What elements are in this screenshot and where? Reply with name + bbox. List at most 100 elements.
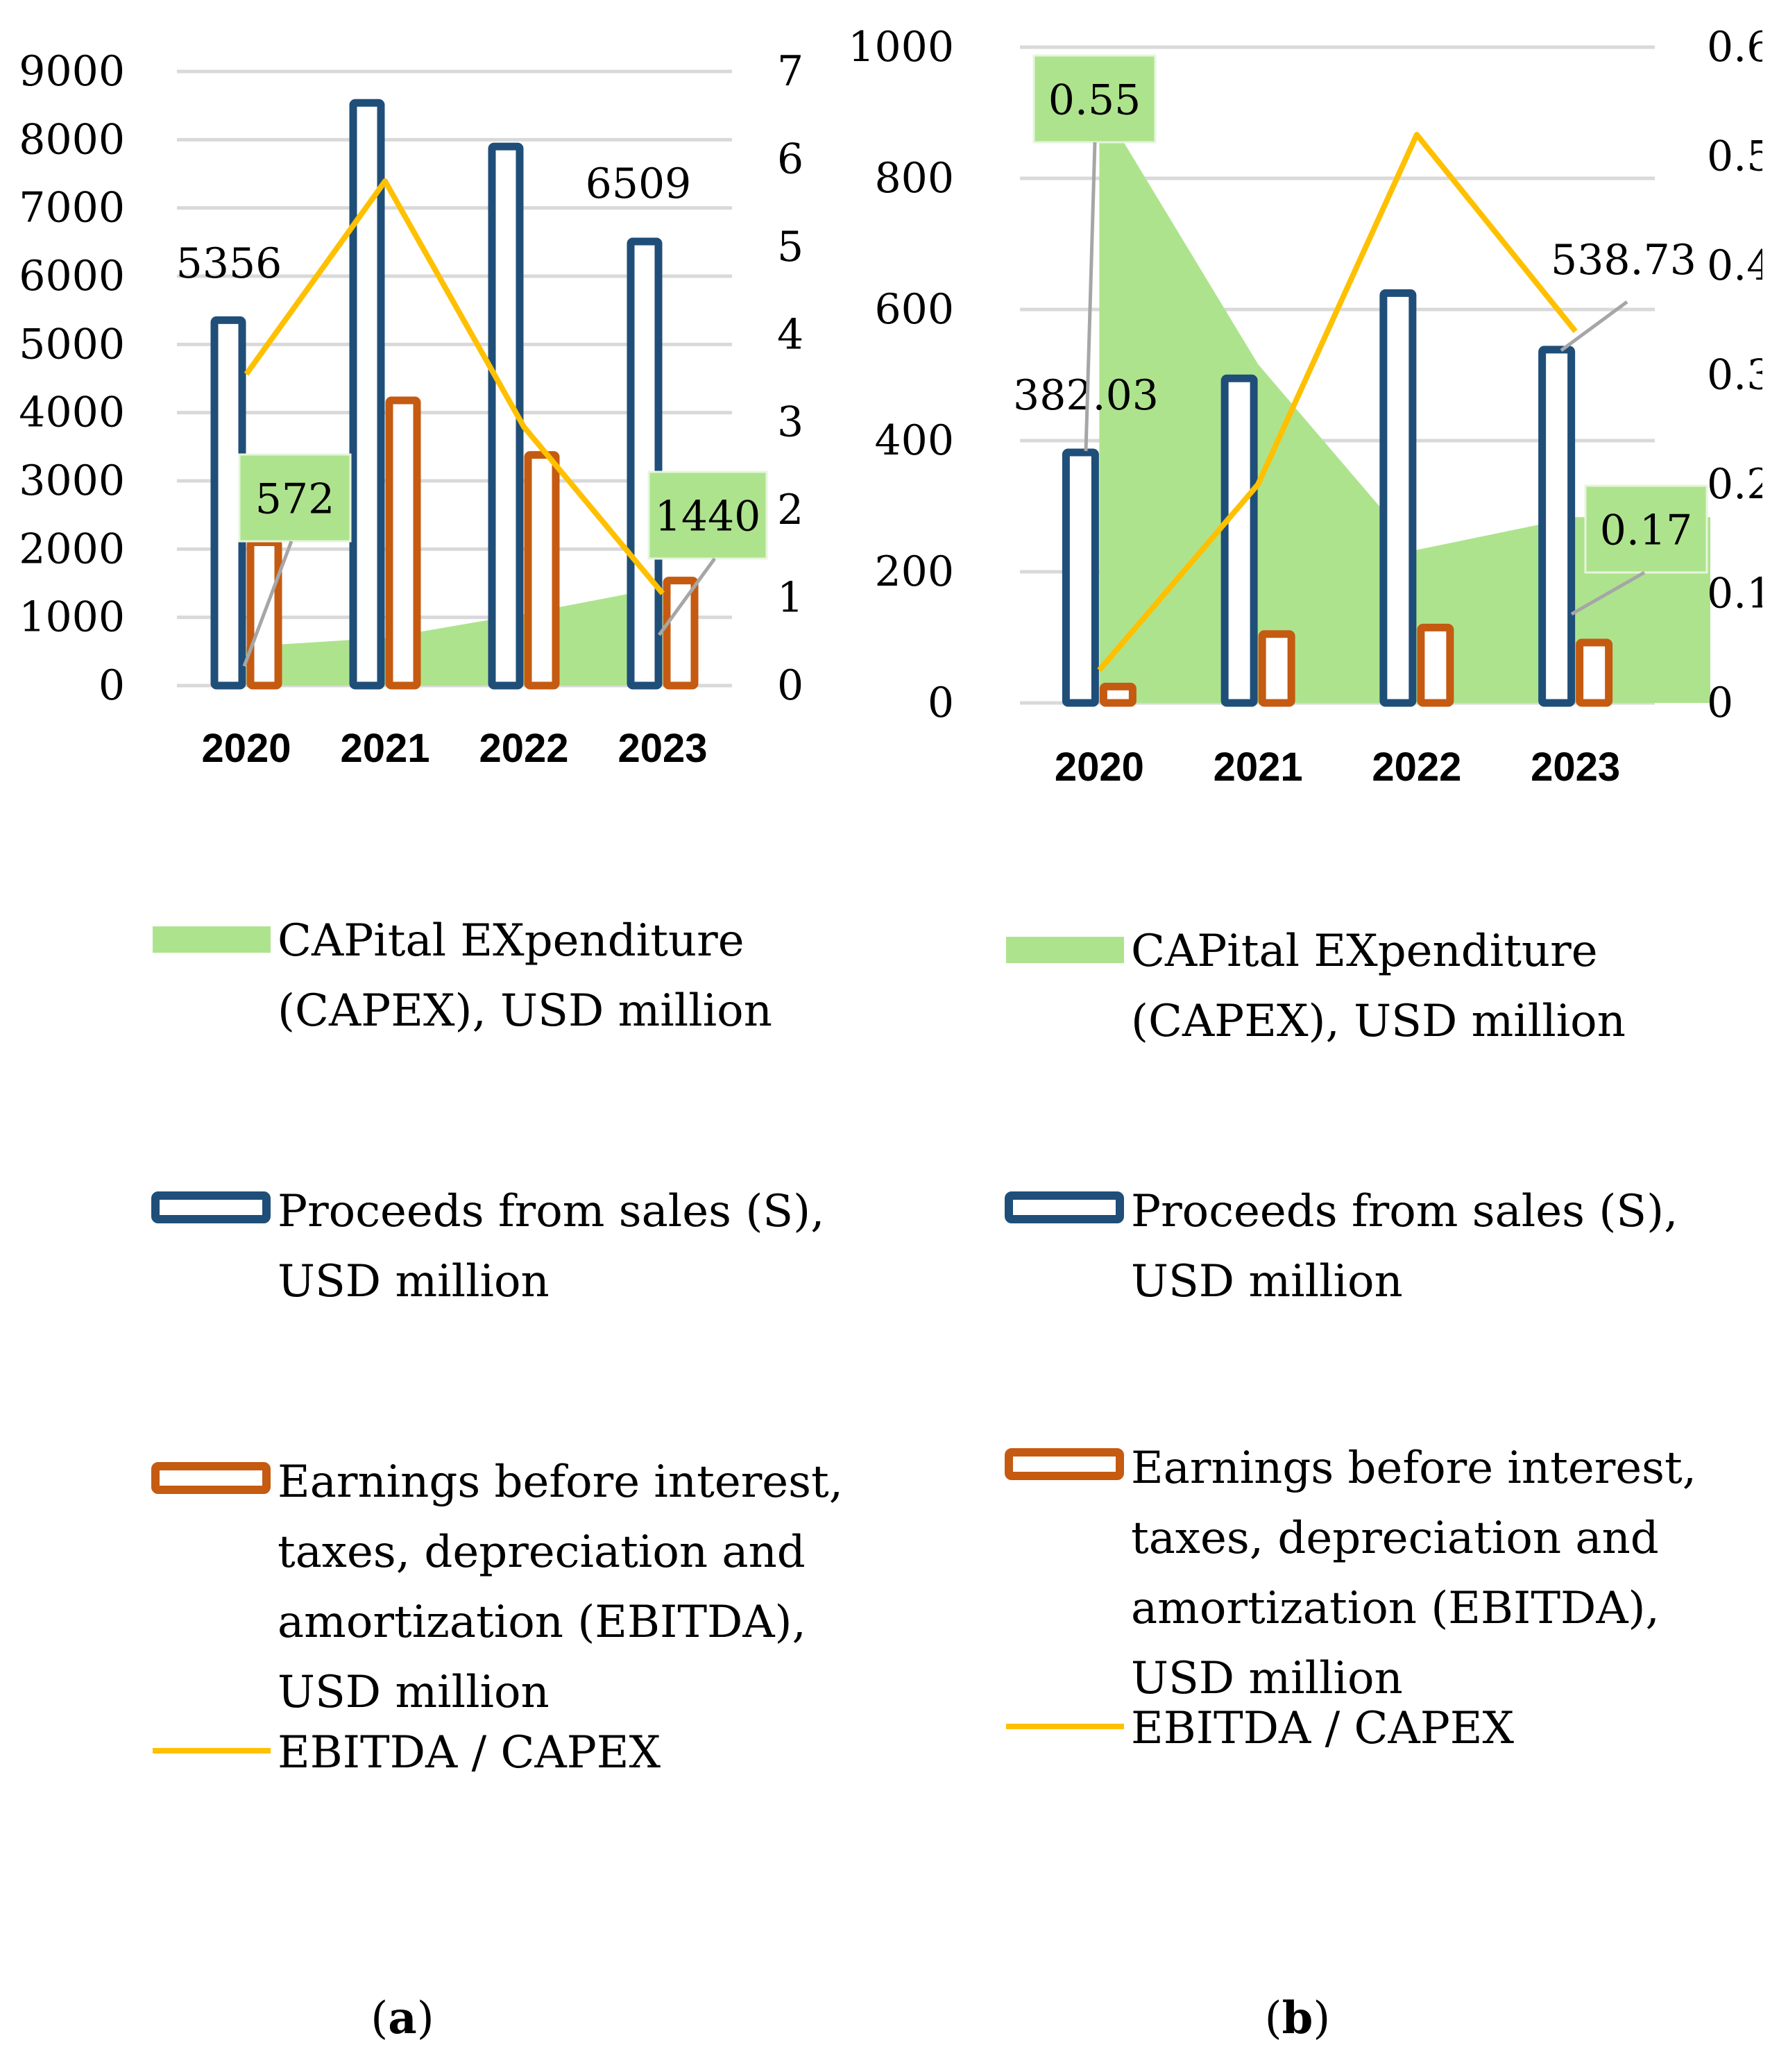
label-leader — [1084, 142, 1097, 452]
legend-text: amortization (EBITDA), — [278, 1597, 806, 1648]
legend-text: EBITDA / CAPEX — [1131, 1703, 1514, 1754]
capex-data-label: 572 — [255, 475, 335, 524]
sales-data-label: 6509 — [586, 160, 692, 208]
legend-text: USD million — [1131, 1256, 1403, 1307]
left-axis-tick: 2000 — [19, 525, 125, 573]
category-label: 2020 — [201, 726, 291, 771]
legend-text: USD million — [1131, 1653, 1403, 1704]
ebitda-bar-2021 — [385, 396, 421, 690]
left-axis-tick: 0 — [928, 679, 954, 727]
left-axis-tick: 800 — [874, 154, 954, 203]
sales-bar-2020 — [210, 316, 246, 690]
category-label: 2023 — [1531, 745, 1620, 790]
legend-text: Proceeds from sales (S), — [1131, 1186, 1678, 1237]
right-axis-tick: 0 — [777, 661, 803, 710]
right-axis-tick: 4 — [777, 310, 803, 359]
category-label: 2023 — [618, 726, 707, 771]
panel-label-letter: b — [1282, 1992, 1313, 2044]
legend-swatch-sales — [1005, 1191, 1124, 1223]
legend-text: amortization (EBITDA), — [1131, 1583, 1660, 1634]
chart-a: 0 1000 2000 3000 4000 5000 6000 7000 8000 9000 0 1 2… — [19, 47, 803, 771]
left-axis-tick: 4000 — [19, 389, 125, 437]
left-axis-tick: 0 — [99, 661, 125, 710]
sales-bar-2021 — [349, 99, 385, 690]
label-leader — [1560, 300, 1628, 353]
left-axis-tick: 7000 — [19, 184, 125, 232]
capex-label-box — [647, 470, 768, 560]
panel-label-open: ( — [1265, 1993, 1282, 2044]
capex-data-label: 0.55 — [1048, 76, 1141, 125]
right-axis-tick: 0.3 — [1707, 351, 1773, 400]
ebitda-bar-2022 — [524, 451, 560, 690]
chart-b: 0 200 400 600 800 1000 0 0.1 0.2 0.3 0.4 0.5 0.6 2020… — [848, 23, 1773, 790]
panel-label-close: ) — [417, 1993, 434, 2044]
left-axis-tick: 5000 — [19, 320, 125, 368]
sales-bar-2021 — [1220, 374, 1258, 707]
sales-bar-2020 — [1062, 448, 1099, 707]
legend-text: Earnings before interest, — [278, 1457, 843, 1508]
legend-text: taxes, depreciation and — [1131, 1513, 1659, 1564]
right-axis-tick: 0.5 — [1707, 133, 1773, 181]
left-axis-tick: 1000 — [19, 593, 125, 642]
panel-label: (b) — [1265, 1992, 1331, 2044]
legend-text: USD million — [278, 1667, 550, 1718]
sales-bar-2023 — [627, 237, 663, 690]
category-label: 2022 — [479, 726, 568, 771]
panel-label-close: ) — [1313, 1993, 1330, 2044]
legend-text: (CAPEX), USD million — [1131, 996, 1626, 1047]
right-axis-tick: 3 — [777, 398, 803, 447]
right-axis-tick: 1 — [777, 574, 803, 622]
legend-text: USD million — [278, 1256, 550, 1307]
ebitda-bar-2023 — [1576, 638, 1613, 707]
label-leader — [657, 557, 717, 636]
right-axis-tick: 7 — [777, 47, 803, 96]
right-axis-tick: 0.4 — [1707, 241, 1773, 290]
legend-text: (CAPEX), USD million — [278, 985, 772, 1037]
legend-text: Proceeds from sales (S), — [278, 1186, 824, 1237]
category-label: 2021 — [1214, 745, 1303, 790]
legend-swatch-ebitda — [151, 1462, 271, 1494]
capex-label-box — [1584, 484, 1708, 574]
panel-label-open: ( — [371, 1993, 388, 2044]
left-axis-tick: 1000 — [848, 23, 954, 71]
left-axis-tick: 6000 — [19, 252, 125, 300]
right-axis-tick: 0.6 — [1707, 23, 1773, 71]
capex-data-label: 0.17 — [1600, 507, 1693, 555]
category-label: 2022 — [1372, 745, 1461, 790]
legend-text: Earnings before interest, — [1131, 1443, 1696, 1494]
legend-text: taxes, depreciation and — [278, 1527, 806, 1578]
legend-a: CAPital EXpenditure (CAPEX), USD million P… — [151, 915, 843, 1778]
right-axis-tick: 0 — [1707, 679, 1733, 727]
left-axis-tick: 9000 — [19, 47, 125, 96]
right-axis-tick: 0.1 — [1707, 570, 1773, 618]
left-axis-tick: 200 — [874, 547, 954, 596]
right-axis-tick: 6 — [777, 135, 803, 183]
ebitda-bar-2023 — [663, 577, 699, 690]
ebitda-bar-2020 — [1099, 682, 1137, 707]
label-leader — [1570, 570, 1646, 616]
category-label: 2021 — [340, 726, 429, 771]
left-axis-tick: 400 — [874, 416, 954, 465]
sales-bar-2023 — [1538, 346, 1576, 707]
left-axis-tick: 3000 — [19, 457, 125, 505]
legend-text: CAPital EXpenditure — [278, 915, 744, 967]
legend-swatch-capex — [1006, 937, 1124, 963]
category-label: 2020 — [1055, 745, 1144, 790]
legend-text: EBITDA / CAPEX — [278, 1727, 661, 1778]
right-axis-tick: 0.2 — [1707, 460, 1773, 509]
capex-label-box — [238, 453, 352, 543]
capex-label-box — [1032, 54, 1157, 144]
left-axis-tick: 8000 — [19, 115, 125, 164]
legend-b: CAPital EXpenditure (CAPEX), USD million P… — [1005, 926, 1696, 1754]
legend-swatch-sales — [151, 1191, 271, 1223]
panel-label-letter: a — [388, 1992, 416, 2044]
legend-swatch-capex — [153, 926, 271, 953]
sales-data-label: 538.73 — [1551, 236, 1696, 285]
ebitda-capex-line — [244, 178, 665, 595]
sales-bar-2022 — [1379, 289, 1417, 707]
panel-label: (a) — [371, 1992, 434, 2044]
ebitda-capex-line — [1097, 132, 1578, 672]
left-axis-tick: 600 — [874, 285, 954, 334]
